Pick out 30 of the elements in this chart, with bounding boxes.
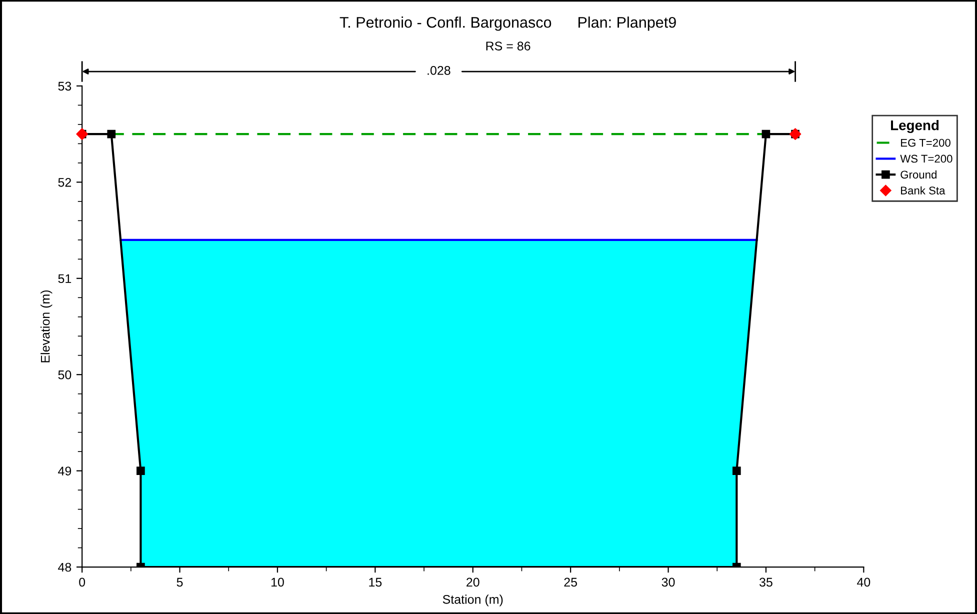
y-tick-label: 51	[58, 274, 72, 284]
x-tick-label: 0	[79, 578, 86, 587]
y-tick-label: 53	[58, 82, 72, 91]
y-tick-label: 49	[58, 466, 72, 476]
legend-label: EG T=200	[901, 138, 950, 147]
legend-label: WS T=200	[900, 154, 952, 163]
point	[76, 128, 88, 140]
y-tick-label: 50	[58, 370, 72, 380]
point	[107, 130, 116, 138]
x-axis-title: Station (m)	[442, 594, 503, 606]
y-tick-label: 52	[58, 178, 72, 187]
x-tick-label: 15	[369, 578, 382, 587]
point	[762, 130, 770, 138]
chart-subtitle: RS = 86	[486, 42, 530, 50]
legend-title: Legend	[891, 120, 939, 134]
y-axis-title: Elevation (m)	[40, 290, 52, 362]
x-tick-label: 25	[564, 578, 577, 587]
point	[136, 466, 145, 475]
point	[732, 466, 741, 475]
x-tick-label: 5	[176, 578, 183, 587]
x-tick-label: 40	[857, 578, 870, 587]
chart-title: T. Petronio - Confl. Bargonasco Plan: Planpet9	[340, 16, 676, 31]
x-tick-label: 10	[271, 578, 284, 587]
x-tick-label: 30	[662, 578, 675, 587]
legend-label: Ground	[900, 170, 936, 179]
text: .028	[428, 66, 450, 75]
x-tick-label: 35	[759, 578, 772, 587]
y-tick-label: 48	[58, 562, 72, 572]
legend-label: Bank Sta	[901, 186, 946, 194]
x-tick-label: 20	[466, 578, 480, 587]
